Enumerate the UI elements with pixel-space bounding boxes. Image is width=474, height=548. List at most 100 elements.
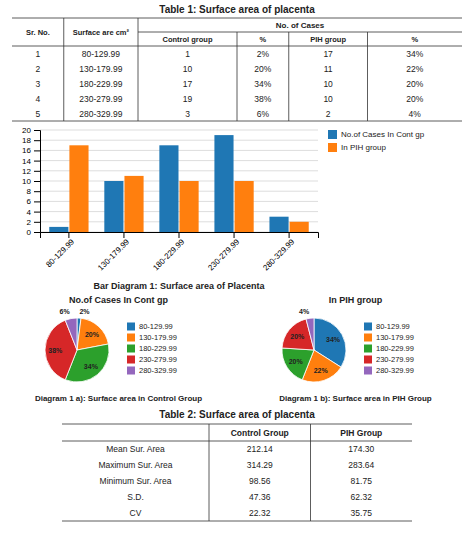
table-rule: [288, 32, 289, 121]
bar: [214, 135, 233, 232]
slices: [45, 318, 109, 382]
bar: [124, 176, 143, 232]
legend-swatch: [328, 130, 337, 139]
y-tick-mark: [34, 232, 40, 233]
table-cell: 35.75: [351, 508, 373, 518]
caption: Diagram 1 b): Surface area in PIH Group: [279, 394, 432, 403]
table-rule: [12, 18, 462, 19]
data-label: 6%: [60, 308, 71, 315]
data-label: 4%: [299, 308, 310, 315]
bar: [290, 222, 309, 232]
bar: [159, 145, 178, 232]
table-cell: 314.29: [247, 460, 273, 470]
y-tick-mark: [34, 222, 40, 223]
y-tick-mark: [34, 140, 40, 141]
y-tick-label: 2: [27, 218, 32, 227]
x-tick-label: 230-279.99: [206, 237, 241, 272]
data-label: 2%: [79, 308, 90, 315]
grid-line: [40, 130, 318, 131]
y-tick: 4: [27, 208, 40, 217]
table-cell: 17: [183, 79, 193, 89]
table-cell: 174.30: [348, 444, 374, 454]
table-cell: 98.56: [249, 476, 271, 486]
y-tick-label: 8: [27, 187, 32, 196]
y-axis: 02468101214161820: [22, 126, 40, 237]
table-cell: 20%: [254, 64, 271, 74]
legend-swatch: [364, 367, 372, 375]
legend-label: 130-179.99: [139, 333, 177, 342]
legend-swatch: [127, 334, 135, 342]
table-cell: 212.14: [247, 444, 273, 454]
table-cell: S.D.: [127, 492, 144, 502]
legend: 80-129.99130-179.99180-229.99230-279.992…: [364, 322, 414, 375]
table-header: %: [411, 35, 418, 44]
figure: Table 1: Surface area of placenta No. of …: [0, 0, 474, 548]
legend-swatch: [364, 356, 372, 364]
data-label: 20%: [85, 331, 100, 338]
data-labels: 34%22%20%20%4%: [289, 308, 341, 374]
table-cell: Maximum Sur. Area: [98, 460, 172, 470]
table: Table 1: Surface area of placenta No. of …: [12, 4, 462, 122]
table-cell: 17: [323, 49, 333, 59]
table-cell: 230-279.99: [79, 94, 122, 104]
legend-swatch: [127, 367, 135, 375]
pie-title: No.of Cases In Cont gp: [69, 295, 169, 305]
grid-line: [40, 140, 318, 141]
legend-label: 180-229.99: [376, 344, 414, 353]
legend-label: No.of Cases In Cont gp: [341, 130, 425, 139]
table-cell: 80-129.99: [82, 49, 121, 59]
data-labels: 2% 20% 34% 38% 6%: [48, 308, 99, 371]
bar: [180, 181, 199, 232]
bar: [69, 145, 88, 232]
legend-swatch: [364, 345, 372, 353]
pie-chart: In PIH group34%22%20%20%4%80-129.99130-1…: [279, 295, 432, 403]
x-tick-label: 80-129.99: [44, 237, 76, 269]
x-tick: 230-279.99: [206, 232, 241, 272]
legend-label: In PIH group: [341, 143, 386, 152]
y-tick-label: 18: [22, 136, 31, 145]
table-header: PIH Group: [340, 428, 382, 438]
y-tick-mark: [34, 191, 40, 192]
table-cell: 38%: [254, 94, 271, 104]
bar-chart: 0246810121416182080-129.99130-179.99180-…: [22, 126, 425, 291]
table-cell: 10: [323, 94, 333, 104]
y-tick-mark: [34, 161, 40, 162]
caption: Bar Diagram 1: Surface area of Placenta: [93, 281, 265, 291]
table-cell: 19: [183, 94, 193, 104]
table-cell: 20%: [406, 94, 423, 104]
x-tick-label: 130-179.99: [96, 237, 131, 272]
table-cell: 130-179.99: [79, 64, 122, 74]
data-label: 34%: [84, 363, 99, 370]
table-group-header: No. of Cases: [276, 21, 325, 30]
legend-label: 80-129.99: [376, 322, 410, 331]
table-cell: 34%: [254, 79, 271, 89]
slices: [282, 318, 346, 382]
table-cell: 5: [36, 109, 41, 119]
y-tick-mark: [34, 212, 40, 213]
x-tick: 280-329.99: [261, 232, 296, 272]
table-cell: 2: [326, 109, 331, 119]
y-tick-mark: [34, 201, 40, 202]
y-tick-label: 6: [27, 197, 32, 206]
legend-label: 230-279.99: [139, 355, 177, 364]
table-rule: [367, 32, 368, 121]
table-cell: 280-329.99: [79, 109, 122, 119]
x-tick: 130-179.99: [96, 232, 131, 272]
x-tick: 80-129.99: [44, 232, 76, 269]
y-tick-label: 20: [22, 126, 31, 135]
data-label: 34%: [326, 336, 341, 343]
grid: [40, 130, 318, 232]
x-tick-label: 180-229.99: [151, 237, 186, 272]
data-label: 38%: [48, 347, 63, 354]
table-cell: 10: [183, 64, 193, 74]
table-cell: 283.64: [348, 460, 374, 470]
table-cell: 1: [185, 49, 190, 59]
y-tick: 20: [22, 126, 40, 135]
table-title: Table 1: Surface area of placenta: [159, 4, 315, 15]
y-tick: 10: [22, 177, 40, 186]
table-cell: 22.32: [249, 508, 271, 518]
table-cell: Mean Sur. Area: [106, 444, 165, 454]
table-rule: [237, 32, 238, 121]
table-cell: 62.32: [351, 492, 373, 502]
table-header: Sr. No.: [26, 28, 50, 37]
